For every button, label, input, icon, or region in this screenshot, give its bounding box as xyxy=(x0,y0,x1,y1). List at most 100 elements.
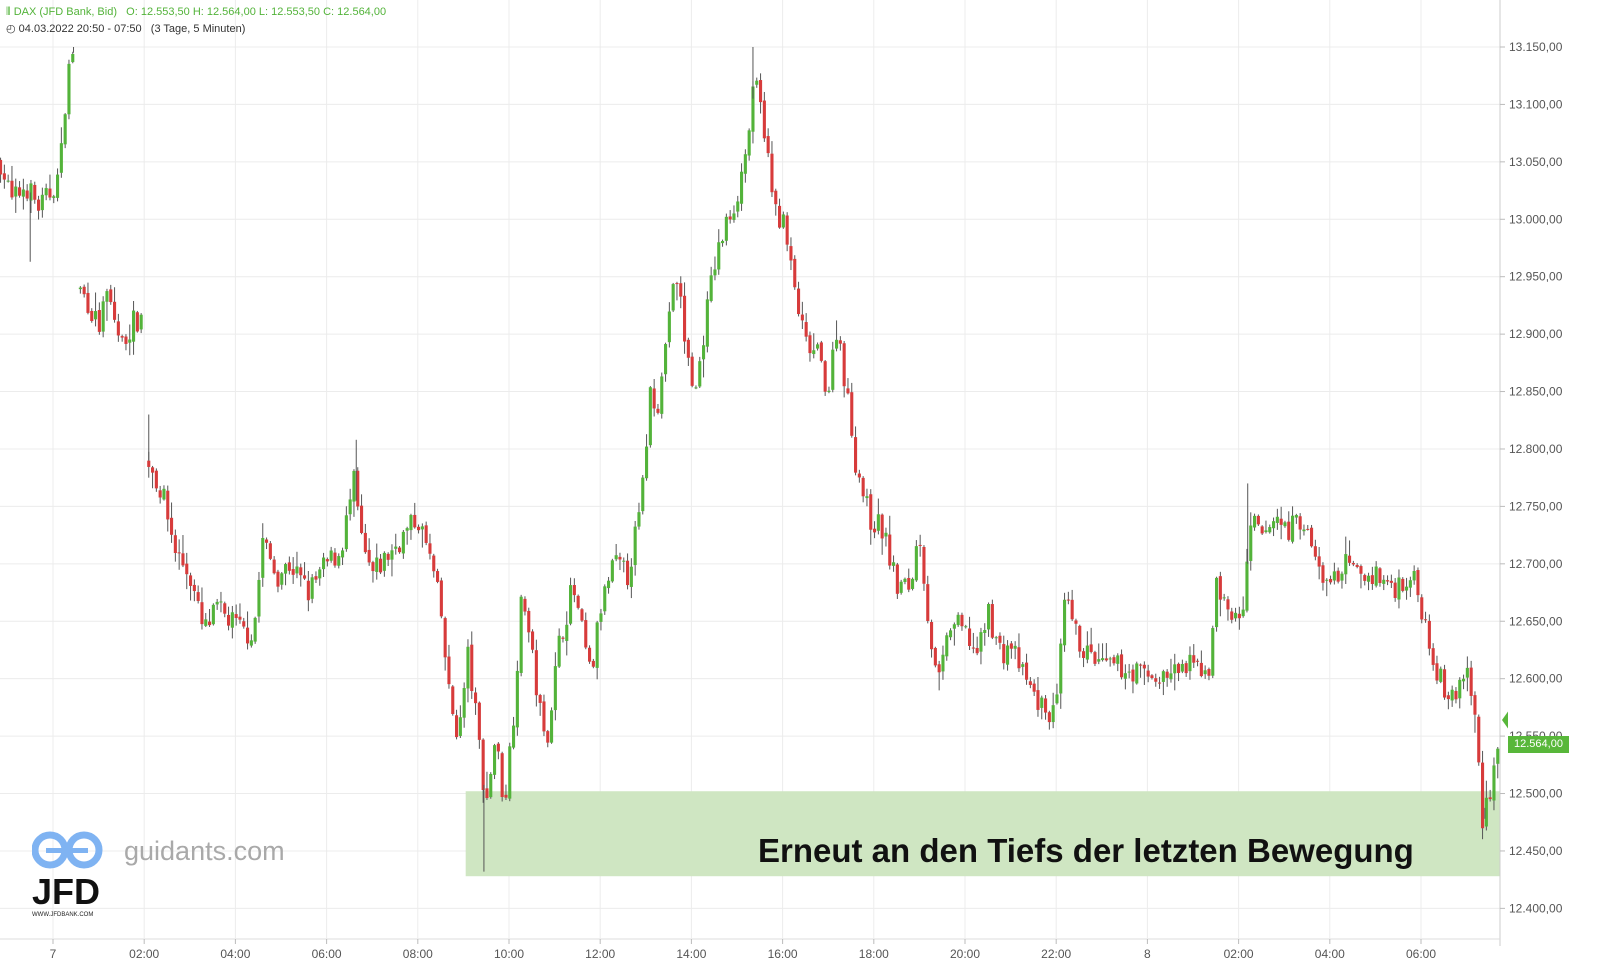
candle-up xyxy=(493,745,497,775)
candle-down xyxy=(97,309,101,332)
candle-down xyxy=(246,627,250,644)
candle-down xyxy=(116,321,120,336)
candle-up xyxy=(322,557,326,570)
candle-down xyxy=(838,340,842,344)
watermark-text: guidants.com xyxy=(124,836,285,866)
candle-down xyxy=(588,647,592,662)
candle-up xyxy=(648,387,652,446)
candle-up xyxy=(1458,679,1462,699)
candle-down xyxy=(1310,527,1314,547)
candle-down xyxy=(1321,565,1325,583)
candle-down xyxy=(173,535,177,553)
y-tick-label: 12.500,00 xyxy=(1509,787,1563,801)
candle-up xyxy=(1496,748,1500,764)
candle-down xyxy=(325,559,329,562)
candle-down xyxy=(1120,654,1124,678)
candle-up xyxy=(1283,522,1287,527)
candle-up xyxy=(1188,654,1192,672)
candle-up xyxy=(341,550,345,558)
candle-down xyxy=(797,288,801,315)
candle-up xyxy=(1203,670,1207,675)
candle-up xyxy=(664,344,668,375)
candle-down xyxy=(189,575,193,586)
x-tick-label: 10:00 xyxy=(494,947,524,961)
candle-down xyxy=(1047,712,1051,723)
candle-down xyxy=(789,246,793,261)
candle-down xyxy=(287,562,291,571)
candle-down xyxy=(367,549,371,563)
candle-down xyxy=(1393,582,1397,598)
candle-down xyxy=(82,286,86,295)
candle-up xyxy=(717,242,721,270)
candle-up xyxy=(565,624,569,641)
candle-up xyxy=(633,526,637,566)
candle-down xyxy=(1207,669,1211,676)
candle-down xyxy=(933,647,937,666)
candle-down xyxy=(1420,597,1424,620)
candle-up xyxy=(550,710,554,743)
candle-down xyxy=(793,258,797,288)
candle-up xyxy=(743,154,747,174)
candle-down xyxy=(854,437,858,473)
candle-down xyxy=(626,560,630,586)
candle-up xyxy=(14,186,18,197)
chart-header-range: ◴ 04.03.2022 20:50 - 07:50 (3 Tage, 5 Mi… xyxy=(6,22,245,35)
candle-up xyxy=(230,612,234,628)
candle-down xyxy=(417,526,421,531)
candle-down xyxy=(823,361,827,392)
candle-up xyxy=(812,350,816,355)
candle-down xyxy=(576,595,580,608)
logo-text: JFD xyxy=(32,871,100,912)
range-label: 04.03.2022 20:50 - 07:50 xyxy=(18,23,142,35)
candle-down xyxy=(1184,663,1188,674)
x-tick-label: 14:00 xyxy=(676,947,706,961)
candle-down xyxy=(1298,516,1302,530)
candle-down xyxy=(873,528,877,533)
candle-down xyxy=(363,532,367,553)
candle-up xyxy=(694,387,698,389)
candle-up xyxy=(1245,561,1249,611)
candle-up xyxy=(1275,516,1279,523)
candle-down xyxy=(1066,599,1070,601)
candle-down xyxy=(561,637,565,639)
candle-down xyxy=(1329,578,1333,583)
logo-bridge xyxy=(46,848,88,853)
candle-up xyxy=(599,613,603,622)
candle-up xyxy=(132,310,136,342)
candle-up xyxy=(101,301,105,332)
candle-up xyxy=(1264,530,1268,533)
candle-up xyxy=(1173,664,1177,674)
candle-up xyxy=(671,284,675,311)
candle-up xyxy=(667,311,671,343)
candle-up xyxy=(128,339,132,343)
candle-up xyxy=(59,143,63,173)
candle-up xyxy=(698,361,702,387)
candle-down xyxy=(990,604,994,638)
candle-down xyxy=(371,562,375,572)
candle-up xyxy=(637,512,641,527)
candle-up xyxy=(755,80,759,85)
candle-up xyxy=(1123,673,1127,679)
x-tick-label: 7 xyxy=(50,947,57,961)
candle-down xyxy=(1104,658,1108,661)
candle-up xyxy=(1332,571,1336,581)
candle-down xyxy=(971,647,975,649)
x-tick-label: 06:00 xyxy=(1406,947,1436,961)
chart-annotation: Erneut an den Tiefs der letzten Bewegung xyxy=(758,832,1414,869)
candle-down xyxy=(177,552,181,554)
candle-down xyxy=(1237,613,1241,619)
candle-down xyxy=(1199,662,1203,677)
candle-down xyxy=(48,188,52,198)
candle-down xyxy=(1313,546,1317,557)
chart-header-symbol: ⫴ DAX (JFD Bank, Bid) O: 12.553,50 H: 12… xyxy=(6,6,386,19)
candle-down xyxy=(922,547,926,584)
candle-down xyxy=(770,153,774,193)
x-tick-label: 22:00 xyxy=(1041,947,1071,961)
candle-up xyxy=(211,604,215,625)
candle-down xyxy=(774,190,778,205)
candle-down xyxy=(584,620,588,648)
candle-up xyxy=(713,269,717,276)
candle-down xyxy=(200,602,204,625)
candle-up xyxy=(409,515,413,531)
